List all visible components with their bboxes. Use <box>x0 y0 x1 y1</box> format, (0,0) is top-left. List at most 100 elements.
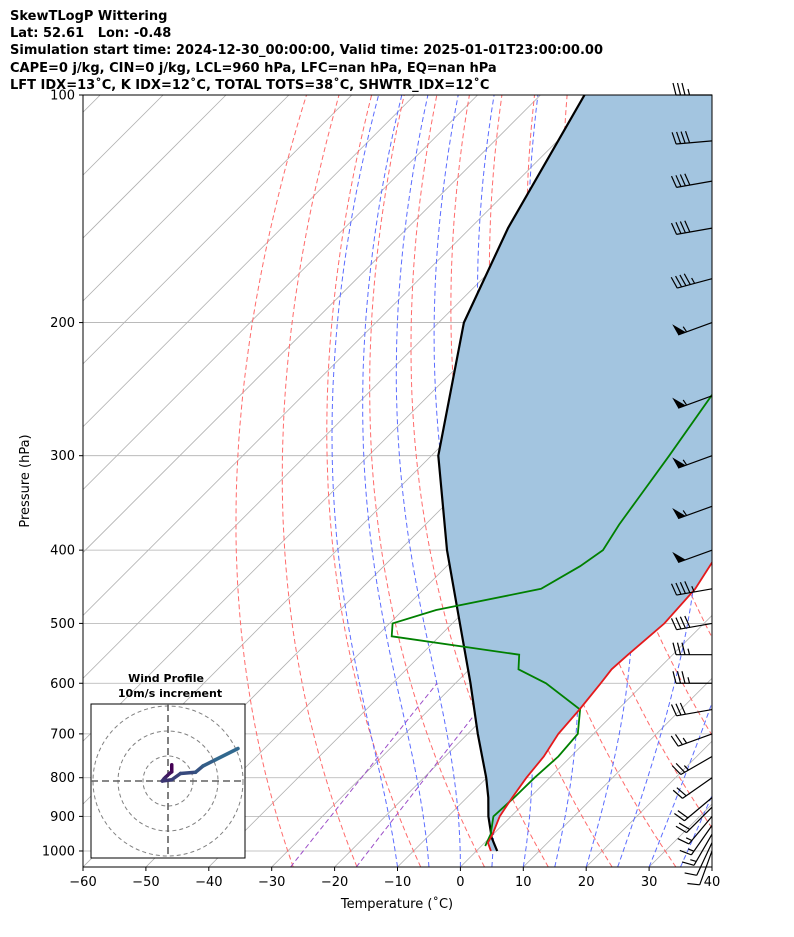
wind-barb <box>672 395 713 409</box>
barb-full <box>684 581 691 593</box>
stability-indices: LFT IDX=13˚C, K IDX=12˚C, TOTAL TOTS=38˚… <box>10 77 490 93</box>
barb-full <box>670 583 678 596</box>
station-coordinates: Lat: 52.61 Lon: -0.48 <box>10 26 172 42</box>
isotherm <box>523 677 712 867</box>
barb-flag <box>672 397 686 409</box>
barb-flag <box>672 324 686 335</box>
wind-barb <box>687 850 713 886</box>
barb-half <box>687 677 691 684</box>
barb-full <box>678 822 691 830</box>
wind-barb <box>670 615 713 631</box>
wind-profile-inset: Wind Profile 10m/s increment <box>90 672 246 859</box>
y-tick-label: 600 <box>50 677 75 692</box>
barb-shaft <box>684 797 713 822</box>
barb-shaft <box>680 756 713 776</box>
cape-shading <box>438 95 712 851</box>
barb-shaft <box>699 850 713 886</box>
y-axis-ticks: 100 200 300 400 500 600 700 800 900 1000 <box>42 89 83 859</box>
barb-full <box>670 618 678 630</box>
barb-full <box>679 221 686 234</box>
barb-full <box>671 132 677 145</box>
y-axis-label: Pressure (hPa) <box>18 434 33 527</box>
barb-shaft <box>676 708 713 717</box>
x-tick-label: 40 <box>704 875 721 890</box>
mixing-ratio-line <box>290 682 438 867</box>
isotherm <box>83 95 415 428</box>
moist-adiabat <box>395 95 461 867</box>
barb-full <box>672 671 677 684</box>
barb-full <box>672 789 683 799</box>
wind-barb <box>672 549 713 564</box>
barb-shaft <box>682 777 713 799</box>
station-title: SkewTLogP Wittering <box>10 9 168 24</box>
y-tick-label: 1000 <box>42 844 75 859</box>
barb-full <box>674 734 683 745</box>
barb-full <box>677 838 690 845</box>
barb-full <box>677 810 689 819</box>
hodograph-segment <box>170 771 183 782</box>
barb-half <box>682 459 688 466</box>
moist-adiabat <box>362 95 430 867</box>
y-tick-label: 200 <box>50 316 75 331</box>
barb-shaft <box>677 395 713 409</box>
barb-half <box>687 88 691 96</box>
y-tick-label: 800 <box>50 771 75 786</box>
wind-barb <box>670 173 713 188</box>
x-tick-label: −30 <box>258 875 285 890</box>
wind-barb <box>674 797 713 822</box>
barb-half <box>690 859 697 862</box>
x-tick-label: −60 <box>69 875 96 890</box>
dry-adiabat <box>730 95 794 867</box>
temperature-profile-line <box>486 560 712 852</box>
x-tick-label: 20 <box>578 875 595 890</box>
barb-shaft <box>688 816 713 845</box>
barb-half <box>691 277 696 284</box>
wind-barb <box>670 702 713 717</box>
barb-full <box>670 222 678 235</box>
barb-half <box>691 586 695 593</box>
moist-adiabat <box>617 95 701 867</box>
isotherm <box>334 489 712 867</box>
barb-full <box>681 861 695 866</box>
x-tick-label: −10 <box>384 875 411 890</box>
isotherm <box>83 95 604 616</box>
barb-full <box>687 882 700 886</box>
wind-barb <box>672 671 712 684</box>
x-tick-label: 0 <box>456 875 464 890</box>
barb-full <box>681 82 686 96</box>
barb-half <box>682 399 688 406</box>
dry-adiabat <box>488 95 677 867</box>
wind-barb <box>677 816 713 845</box>
wind-barb <box>672 322 713 336</box>
barb-full <box>670 704 678 717</box>
isotherm <box>83 95 541 554</box>
moist-adiabat <box>680 794 712 867</box>
barb-shaft <box>686 806 713 834</box>
mixing-ratio-line <box>355 682 500 867</box>
barb-half <box>687 848 695 852</box>
barb-half <box>687 648 691 655</box>
x-tick-label: 10 <box>515 875 532 890</box>
barb-full <box>679 616 686 629</box>
barb-full <box>684 220 691 233</box>
barb-full <box>675 175 682 187</box>
barb-full <box>676 82 682 96</box>
barb-flag <box>672 457 686 468</box>
wind-barb <box>672 642 712 656</box>
barb-shaft <box>690 825 713 856</box>
barb-full <box>679 174 686 187</box>
wind-barbs <box>670 82 713 886</box>
dry-adiabat <box>235 95 307 867</box>
barb-full <box>675 222 682 234</box>
barb-full <box>670 175 678 188</box>
dry-adiabat <box>281 95 358 867</box>
hodograph-segment <box>178 770 198 776</box>
barb-full <box>684 130 691 144</box>
barb-full <box>675 617 682 630</box>
y-tick-label: 500 <box>50 617 75 632</box>
barb-full <box>679 274 687 287</box>
x-tick-label: −50 <box>132 875 159 890</box>
inset-title: Wind Profile <box>128 672 204 685</box>
wind-barb <box>670 273 713 289</box>
moist-adiabat <box>433 95 495 867</box>
